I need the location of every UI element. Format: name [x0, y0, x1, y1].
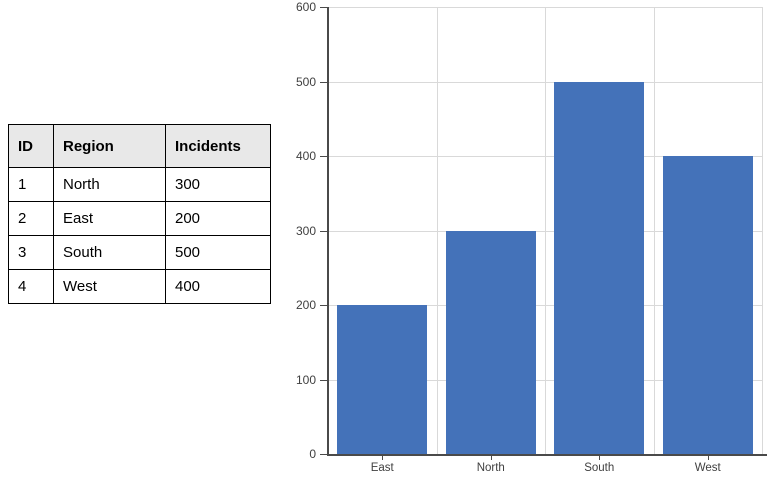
- cell-incidents: 300: [165, 167, 271, 202]
- cell-id: 3: [8, 235, 54, 270]
- x-axis-tick: [599, 454, 601, 460]
- cell-incidents: 500: [165, 235, 271, 270]
- y-axis-label: 300: [295, 223, 316, 238]
- cell-region: West: [53, 269, 166, 304]
- y-axis-tick: [320, 379, 328, 381]
- y-axis-label: 100: [295, 372, 316, 387]
- y-axis-label: 200: [295, 298, 316, 312]
- y-axis-label: 500: [295, 74, 316, 89]
- cell-incidents: 400: [165, 269, 271, 304]
- bar-east: [337, 305, 428, 454]
- bar-south: [554, 81, 645, 454]
- y-axis-tick: [320, 7, 328, 8]
- y-axis-tick: [320, 454, 328, 455]
- x-axis-label: East: [370, 462, 394, 474]
- y-axis-tick: [320, 230, 328, 232]
- table-row: 2 East 200: [8, 201, 271, 236]
- x-axis-label: South: [584, 462, 615, 474]
- bar-west: [662, 156, 753, 454]
- y-axis-tick: [320, 156, 328, 157]
- y-axis-label: 600: [295, 0, 316, 14]
- table-row: 4 West 400: [8, 269, 271, 304]
- cell-id: 4: [8, 269, 54, 304]
- x-axis-line: [327, 454, 767, 456]
- cell-region: North: [53, 167, 166, 202]
- y-axis-label: 400: [295, 149, 316, 163]
- x-axis-label: North: [476, 462, 505, 474]
- gridline-vertical: [762, 7, 763, 454]
- y-axis-tick: [320, 305, 328, 306]
- x-axis-tick: [382, 454, 384, 460]
- gridline-vertical: [436, 7, 438, 454]
- y-axis-label: 0: [309, 447, 316, 461]
- table-row: 1 North 300: [8, 167, 271, 202]
- gridline-vertical: [653, 7, 655, 454]
- y-axis-line: [327, 7, 329, 455]
- x-axis-tick: [490, 454, 492, 460]
- gridline-vertical: [545, 7, 546, 454]
- table-row: 3 South 500: [8, 235, 271, 270]
- y-axis-tick: [320, 81, 328, 83]
- cell-incidents: 200: [165, 201, 271, 236]
- incidents-table: ID Region Incidents 1 North 300 2 East 2…: [8, 124, 271, 304]
- x-axis-tick: [707, 454, 709, 460]
- x-axis-label: West: [694, 462, 721, 474]
- table-header-row: ID Region Incidents: [8, 124, 271, 168]
- cell-region: South: [53, 235, 166, 270]
- cell-id: 2: [8, 201, 54, 236]
- bar-north: [445, 230, 536, 454]
- column-header-id: ID: [8, 124, 54, 168]
